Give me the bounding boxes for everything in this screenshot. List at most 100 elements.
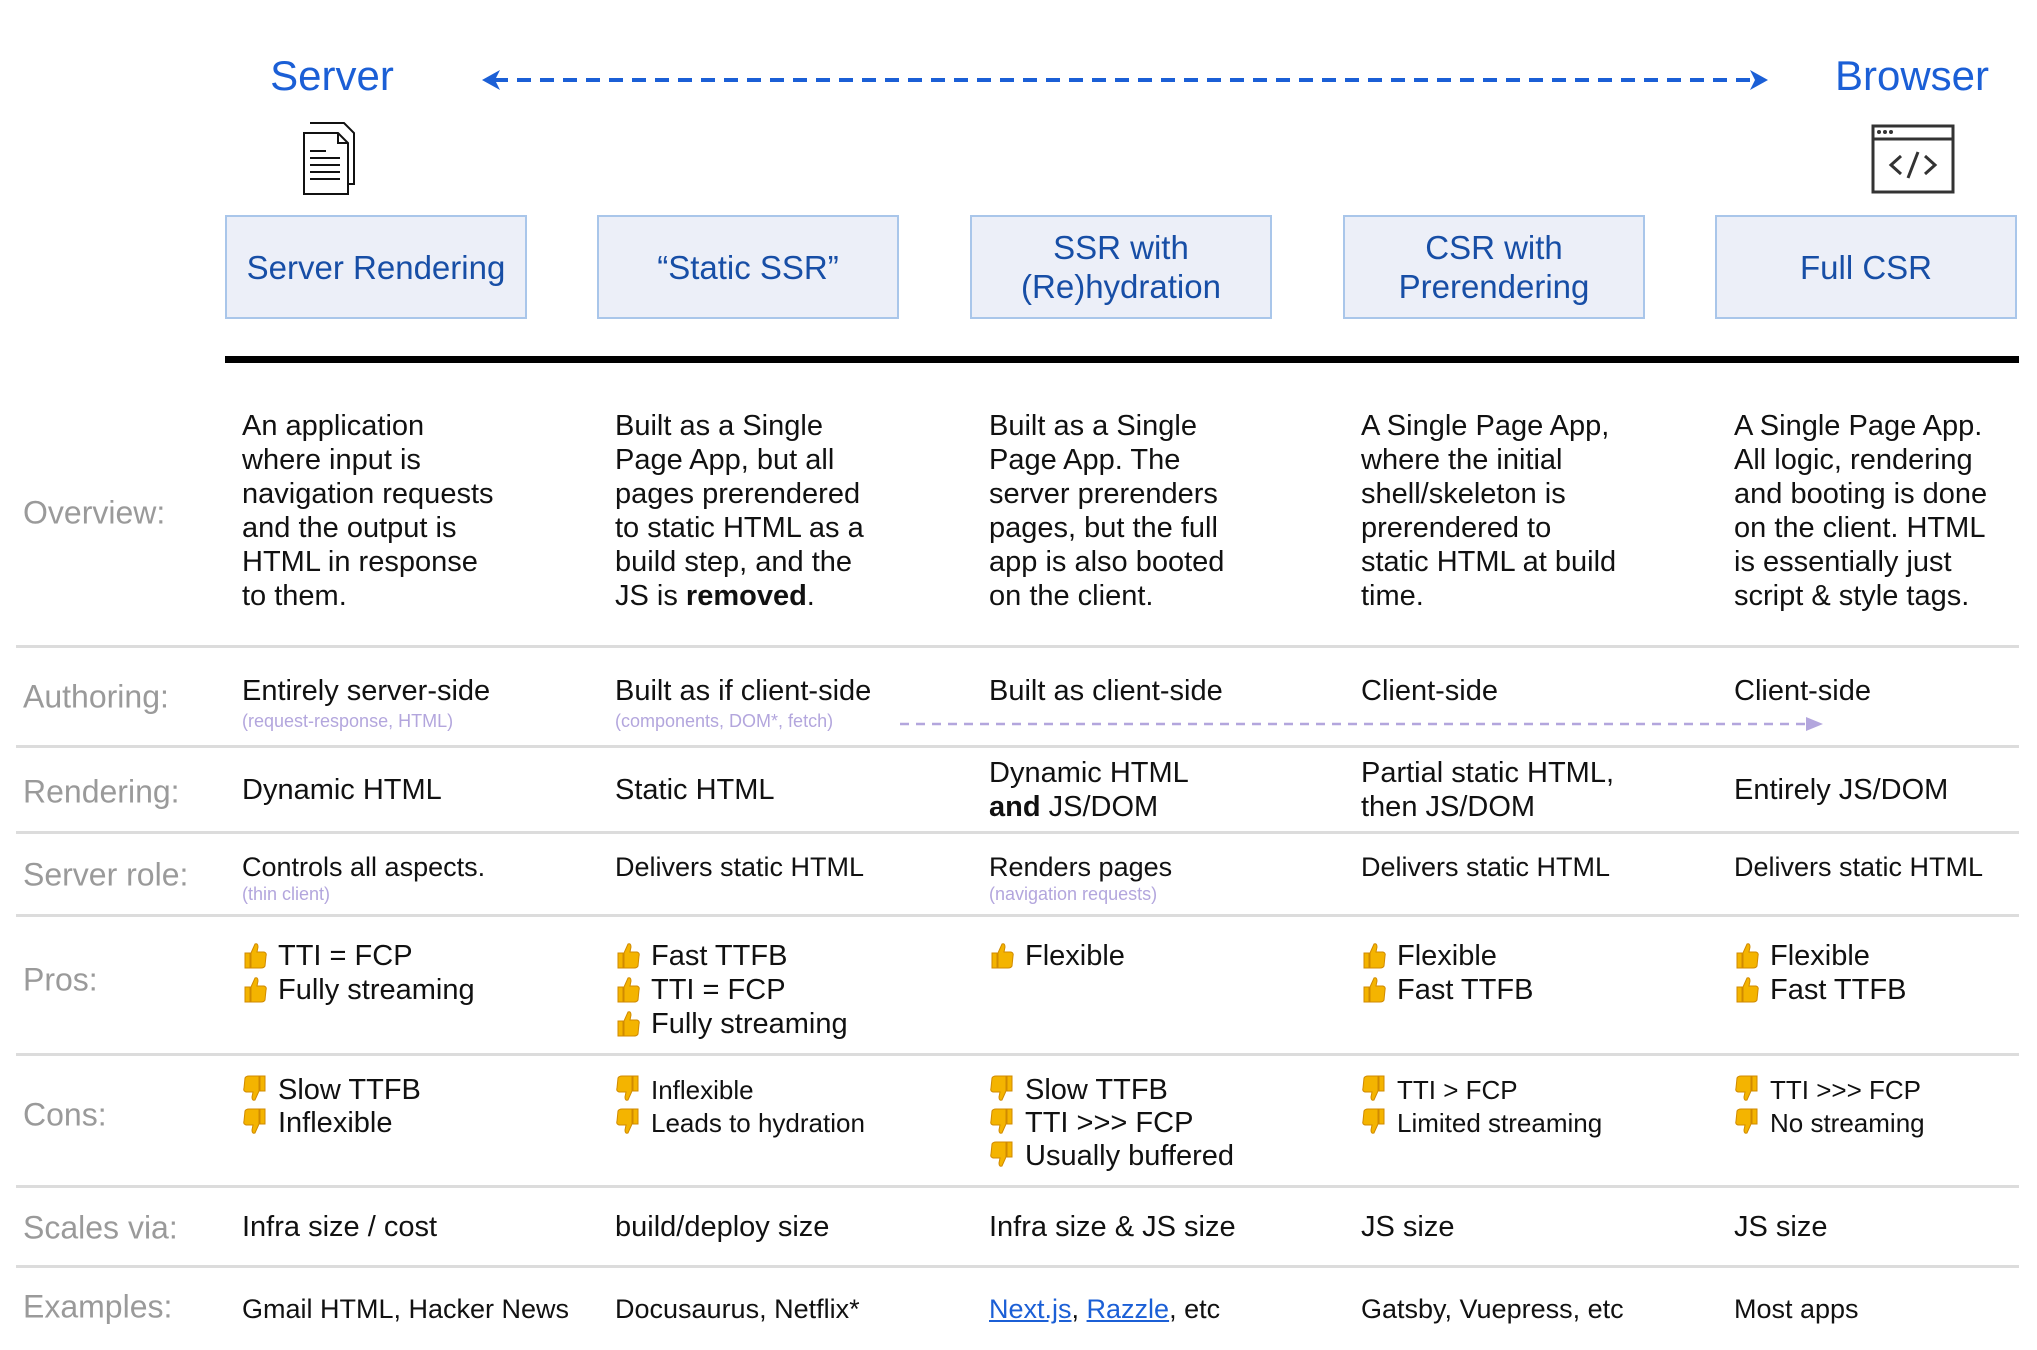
authoring-cell: Client-side xyxy=(1361,674,1498,708)
example-link[interactable]: Razzle xyxy=(1086,1294,1170,1324)
server-role-cell: Delivers static HTML xyxy=(1361,851,1610,883)
overview-line: Page App. The xyxy=(989,443,1224,477)
rendering-line: Entirely JS/DOM xyxy=(1734,773,1948,807)
server-role-cell: Delivers static HTML xyxy=(1734,851,1983,883)
approach-title: Full CSR xyxy=(1800,248,1932,287)
con-text: Limited streaming xyxy=(1397,1108,1603,1138)
pro-item: TTI = FCP xyxy=(242,939,475,973)
con-text: TTI >>> FCP xyxy=(1770,1075,1921,1105)
con-item: Slow TTFB xyxy=(989,1074,1234,1107)
text-segment: and booting is done xyxy=(1734,478,1988,510)
overview-line: app is also booted xyxy=(989,545,1224,579)
text-segment: on the client. HTML xyxy=(1734,512,1986,544)
thumbs-up-icon xyxy=(1363,977,1386,1003)
rendering-cell: Partial static HTML, then JS/DOM xyxy=(1361,748,1614,831)
approach-title-line: Full CSR xyxy=(1799,248,1933,286)
con-text: TTI >>> FCP xyxy=(1025,1107,1194,1139)
text-segment: to them. xyxy=(242,580,347,612)
con-item: Limited streaming xyxy=(1361,1107,1602,1140)
authoring-cell: Built as client-side xyxy=(989,674,1223,708)
overview-line: pages prerendered xyxy=(615,477,864,511)
overview-line: time. xyxy=(1361,579,1616,613)
examples-cell: Most apps xyxy=(1734,1292,1859,1326)
con-item: TTI > FCP xyxy=(1361,1074,1602,1107)
server-role-cell: Renders pages (navigation requests) xyxy=(989,851,1172,905)
row-label-server-role: Server role: xyxy=(23,856,189,893)
con-item: Inflexible xyxy=(615,1074,865,1107)
pro-text: Fast TTFB xyxy=(1770,974,1907,1006)
text-segment: static HTML at build xyxy=(1361,546,1617,578)
overview-line: on the client. HTML xyxy=(1734,511,1987,545)
pro-text: Fully streaming xyxy=(651,1008,848,1040)
row-label-pros: Pros: xyxy=(23,961,98,998)
approach-title-line: Server Rendering xyxy=(246,248,506,286)
row-label-examples: Examples: xyxy=(23,1288,173,1325)
scales-cell: build/deploy size xyxy=(615,1211,830,1243)
text-segment: Partial static HTML, xyxy=(1361,756,1614,789)
thumbs-down-icon xyxy=(1735,1075,1758,1101)
text-segment: time. xyxy=(1361,580,1424,612)
rendering-line: and JS/DOM xyxy=(989,790,1189,824)
overview-line: server prerenders xyxy=(989,477,1224,511)
text-segment: JS/DOM xyxy=(1040,790,1159,823)
text-segment: , etc xyxy=(1169,1294,1221,1324)
thumbs-down-icon xyxy=(616,1075,639,1101)
approach-title-line: CSR with xyxy=(1425,229,1563,266)
pro-text: Flexible xyxy=(1770,940,1870,972)
authoring-note: (request-response, HTML) xyxy=(242,711,454,731)
approach-header-box: CSR with Prerendering xyxy=(1343,215,1645,319)
text-segment: app is also booted xyxy=(989,546,1225,578)
overview-line: prerendered to xyxy=(1361,511,1616,545)
authoring-cell: Client-side xyxy=(1734,674,1871,708)
rendering-line: Dynamic HTML xyxy=(989,756,1189,790)
text-segment: Static HTML xyxy=(615,773,775,806)
overview-line: shell/skeleton is xyxy=(1361,477,1616,511)
overview-line: build step, and the xyxy=(615,545,864,579)
overview-cell: Built as a Single Page App, but all pages … xyxy=(615,409,864,613)
approach-header-box: “Static SSR” xyxy=(597,215,899,319)
rendering-cell: Static HTML xyxy=(615,748,775,831)
text-segment: shell/skeleton is xyxy=(1361,478,1566,510)
cons-list: Slow TTFB Inflexible xyxy=(242,1074,421,1140)
server-role-cell: Delivers static HTML xyxy=(615,851,864,883)
approach-title: CSR with Prerendering xyxy=(1399,228,1590,306)
row-label-scales-via: Scales via: xyxy=(23,1209,178,1246)
thumbs-down-icon xyxy=(1735,1108,1758,1134)
server-title: Server xyxy=(270,52,394,99)
header-divider xyxy=(225,356,2019,363)
pro-item: Fast TTFB xyxy=(615,939,848,973)
con-item: TTI >>> FCP xyxy=(1734,1074,1925,1107)
text-segment: Dynamic HTML xyxy=(989,756,1189,789)
con-item: TTI >>> FCP xyxy=(989,1107,1234,1140)
text-segment: to static HTML as a xyxy=(615,512,864,544)
pro-item: Flexible xyxy=(1734,939,1906,973)
overview-cell: A Single Page App. All logic, rendering an… xyxy=(1734,409,1987,613)
pros-list: TTI = FCP Fully streaming xyxy=(242,939,475,1007)
text-segment: JS is xyxy=(615,580,686,612)
text-segment: A Single Page App. xyxy=(1734,410,1983,442)
text-segment: and xyxy=(989,790,1041,823)
browser-title: Browser xyxy=(1834,52,1990,99)
con-item: Usually buffered xyxy=(989,1140,1234,1173)
thumbs-up-icon xyxy=(1736,977,1759,1003)
row-label-overview: Overview: xyxy=(23,494,166,531)
thumbs-down-icon xyxy=(243,1075,266,1101)
thumbs-down-icon xyxy=(243,1108,266,1134)
authoring-cell: Entirely server-side (request-response, H… xyxy=(242,674,490,732)
con-item: Leads to hydration xyxy=(615,1107,865,1140)
thumbs-up-icon xyxy=(617,943,640,969)
example-link[interactable]: Next.js xyxy=(989,1294,1072,1324)
rendering-cell: Entirely JS/DOM xyxy=(1734,748,1948,831)
pros-list: Flexible Fast TTFB xyxy=(1734,939,1906,1007)
approach-title: Server Rendering xyxy=(247,248,506,287)
row-label-rendering: Rendering: xyxy=(23,773,180,810)
text-segment: Gmail HTML, Hacker News xyxy=(242,1294,570,1324)
con-text: No streaming xyxy=(1770,1108,1925,1138)
pro-text: Flexible xyxy=(1025,940,1125,972)
con-item: Slow TTFB xyxy=(242,1074,421,1107)
overview-line: A Single Page App, xyxy=(1361,409,1616,443)
text-segment: is essentially just xyxy=(1734,546,1952,578)
text-segment: then JS/DOM xyxy=(1361,790,1536,823)
text-segment: . xyxy=(806,580,815,612)
cons-list: TTI >>> FCP No streaming xyxy=(1734,1074,1925,1140)
